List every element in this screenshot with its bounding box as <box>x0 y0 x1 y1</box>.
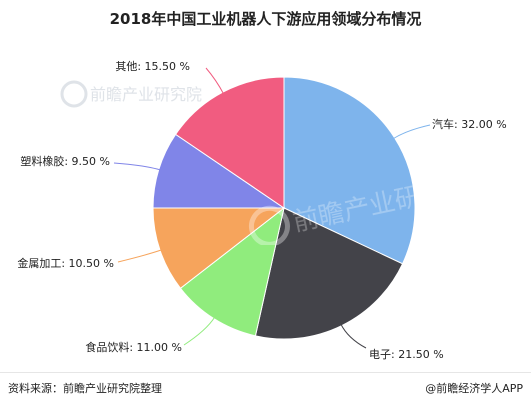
leader-line-4 <box>113 162 161 171</box>
pie-chart: 汽车: 32.00 % 电子: 21.50 % 食品饮料: 11.00 % 金属加工:… <box>17 60 506 361</box>
source-note: 资料来源：前瞻产业研究院整理 <box>8 382 162 395</box>
data-label-2: 食品饮料: 11.00 % <box>85 340 182 354</box>
leader-line-1 <box>340 323 367 349</box>
data-label-1: 电子: 21.50 % <box>369 348 444 361</box>
footer-divider <box>0 372 531 373</box>
data-label-5: 其他: 15.50 % <box>115 60 190 73</box>
leader-line-3 <box>117 249 163 263</box>
brand-credit: @前瞻经济学人APP <box>425 382 523 395</box>
pie-slices <box>152 76 416 340</box>
data-label-0: 汽车: 32.00 % <box>432 117 507 131</box>
data-labels: 汽车: 32.00 % 电子: 21.50 % 食品饮料: 11.00 % 金属加工:… <box>17 60 506 361</box>
data-label-3: 金属加工: 10.50 % <box>17 256 114 270</box>
data-label-4: 塑料橡胶: 9.50 % <box>20 154 110 168</box>
chart-title: 2018年中国工业机器人下游应用领域分布情况 <box>109 10 422 28</box>
leader-line-5 <box>205 67 225 95</box>
leader-line-0 <box>392 124 431 140</box>
label-leader-lines <box>113 67 431 349</box>
leader-line-2 <box>183 316 216 346</box>
